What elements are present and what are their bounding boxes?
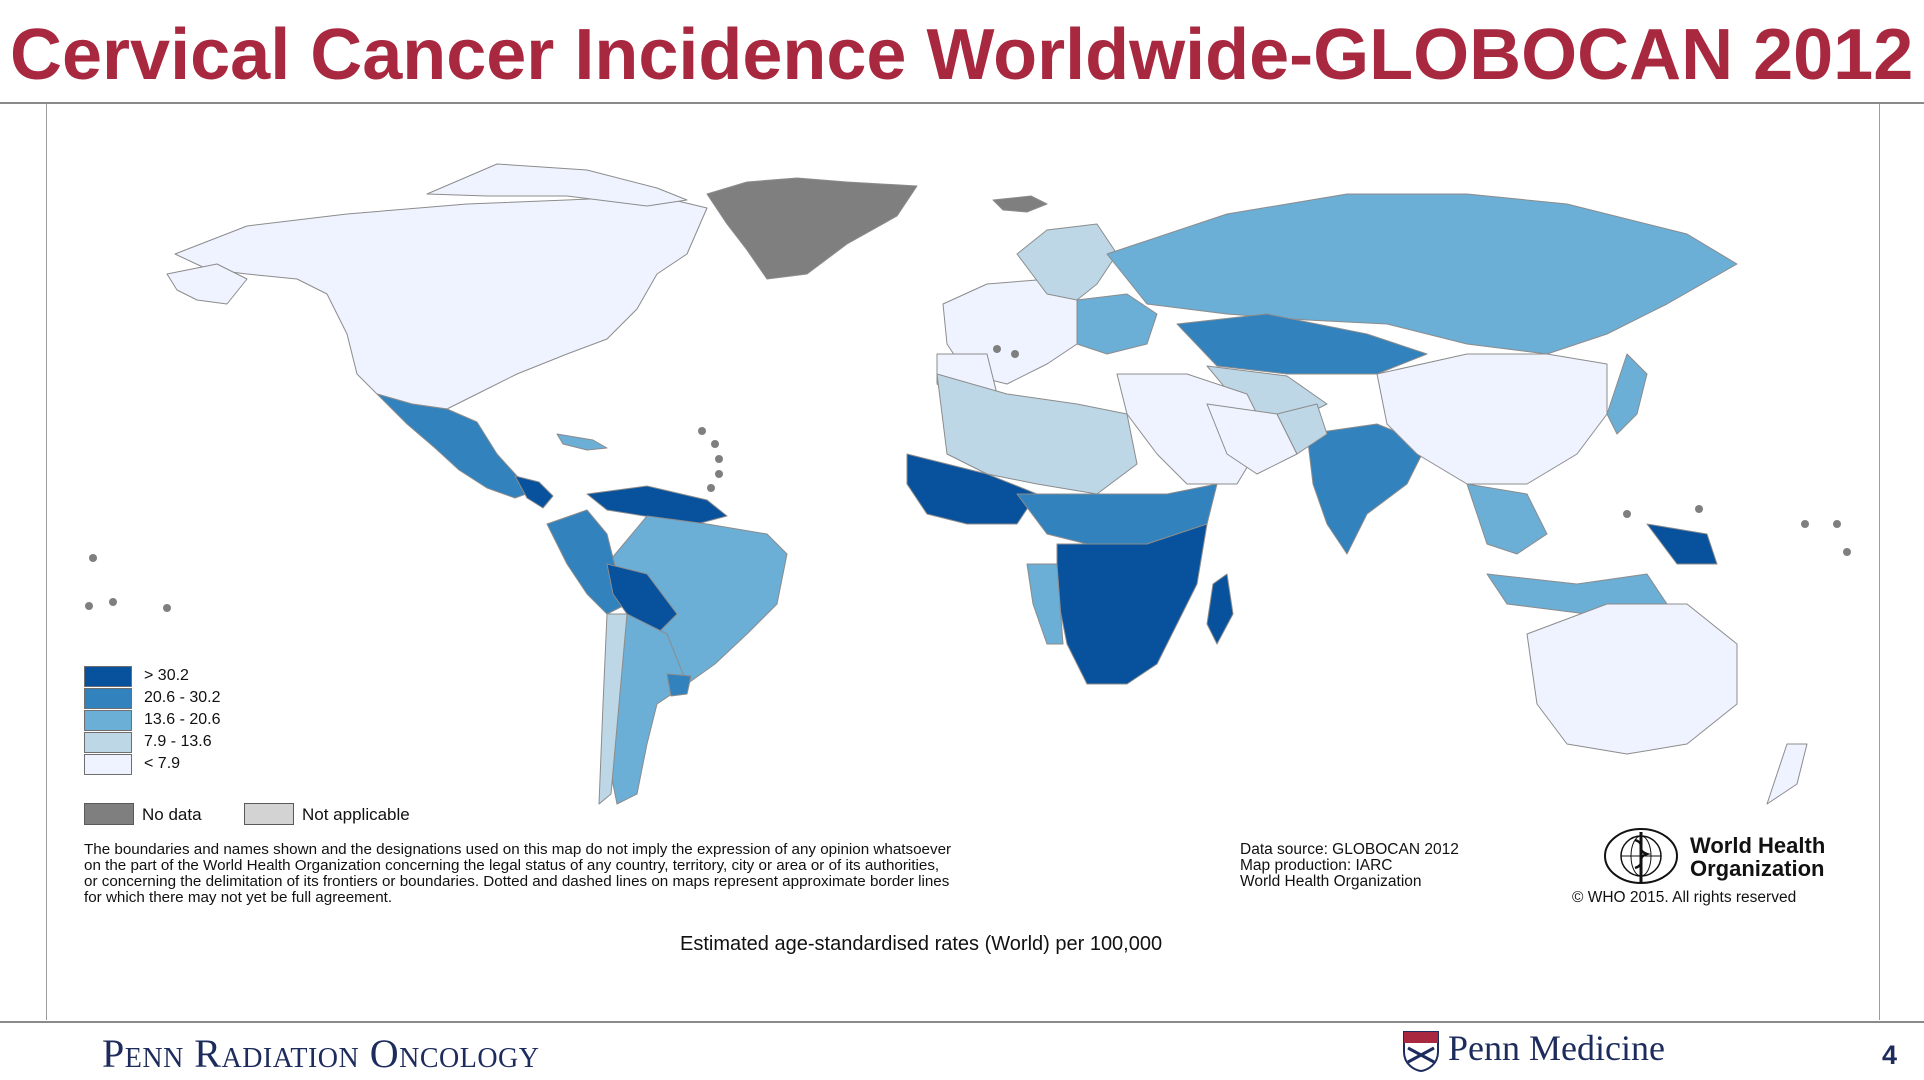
disclaimer-line: or concerning the delimitation of its fr… [84,873,950,890]
mexico [376,393,538,499]
madagascar [1206,573,1234,645]
legend-swatch [84,732,132,753]
no-data-dot [1833,520,1841,528]
not-applicable-swatch [244,803,294,825]
alaska [166,263,248,305]
north-africa [936,373,1138,495]
who-name-line: World Health [1690,833,1826,858]
angola-region [1026,563,1064,645]
bottom-divider [0,1021,1924,1023]
who-name-line: Organization [1690,856,1825,881]
not-applicable-label: Not applicable [302,805,410,824]
copyright: © WHO 2015. All rights reserved [1572,889,1797,906]
south-america-north [586,485,728,525]
source-line: Data source: GLOBOCAN 2012 [1240,841,1459,858]
legend-swatch [84,754,132,775]
papua-new-guinea [1646,523,1718,565]
data-source: Data source: GLOBOCAN 2012 Map productio… [1240,842,1540,890]
west-africa [906,453,1038,525]
middle-east [1116,373,1268,485]
no-data-dot [993,345,1001,353]
no-data-dot [715,470,723,478]
iran-region [1206,403,1298,475]
new-zealand [1766,743,1808,805]
who-name: World Health Organization [1690,834,1825,880]
legend-label: 7.9 - 13.6 [144,733,212,750]
canadian-arctic [426,163,688,207]
no-data-dot [1801,520,1809,528]
map-panel [46,104,1880,1020]
disclaimer-line: The boundaries and names shown and the d… [84,841,952,858]
southeast-asia [1466,483,1548,555]
japan [1606,353,1648,435]
eastern-europe [1076,293,1158,355]
legend-swatch [84,688,132,709]
no-data-dot [1011,350,1019,358]
no-data-dot [1623,510,1631,518]
no-data-dot [707,484,715,492]
north-america-region [174,195,708,410]
footer-brand-right: Penn Medicine [1448,1028,1665,1068]
central-america [514,475,554,509]
no-data-dot [109,598,117,606]
slide-title: Cervical Cancer Incidence Worldwide-GLOB… [10,15,1914,95]
no-data-dot [1843,548,1851,556]
no-data-dot [1695,505,1703,513]
no-data-dot [698,427,706,435]
australia [1526,603,1738,755]
disclaimer-line: for which there may not yet be full agre… [84,889,393,906]
penn-shield-icon [1403,1031,1439,1072]
pakistan [1276,403,1328,455]
greenland [706,177,918,280]
top-divider [0,102,1924,104]
legend-label: < 7.9 [144,755,181,772]
iceland [992,195,1048,213]
no-data-label: No data [142,805,202,824]
china [1376,353,1608,485]
central-asia [1176,313,1428,375]
source-line: Map production: IARC [1240,857,1393,874]
disclaimer-line: on the part of the World Health Organiza… [84,857,940,874]
no-data-dot [163,604,171,612]
legend-swatch [84,710,132,731]
east-southern-africa [1056,523,1208,685]
no-data-swatch [84,803,134,825]
caribbean [556,433,608,451]
no-data-dot [85,602,93,610]
map-disclaimer: The boundaries and names shown and the d… [84,842,1194,906]
uruguay [666,673,692,697]
legend-label: > 30.2 [144,667,189,684]
map-caption: Estimated age-standardised rates (World)… [680,933,1163,955]
legend-label: 20.6 - 30.2 [144,689,221,706]
no-data-dot [89,554,97,562]
no-data-dot [711,440,719,448]
no-data-dot [715,455,723,463]
page-number: 4 [1882,1040,1898,1070]
legend-swatch [84,666,132,687]
who-emblem-icon [1604,828,1678,884]
legend-label: 13.6 - 20.6 [144,711,221,728]
world-map [85,163,1851,805]
source-line: World Health Organization [1240,873,1422,890]
scandinavia [1016,223,1118,301]
chile [598,613,628,805]
footer-brand-left: Penn Radiation Oncology [102,1031,540,1076]
